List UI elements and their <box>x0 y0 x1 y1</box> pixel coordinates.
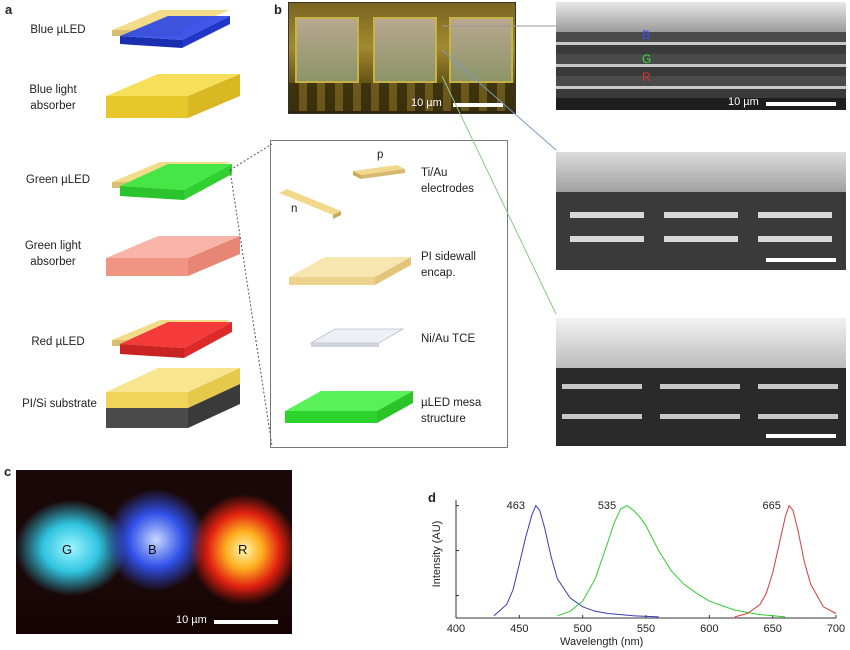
layer-label-green-absorber: Green light absorber <box>24 240 82 268</box>
b-connector-lines <box>441 25 557 315</box>
x-tick-label: 450 <box>510 623 528 635</box>
emission-letter-r: R <box>238 542 248 557</box>
sem-scale-bar-2 <box>766 258 836 262</box>
electrodes-illustration <box>279 165 405 219</box>
emission-photo: G B R 10 µm <box>16 470 292 634</box>
layer-label-green-led: Green µLED <box>25 174 91 186</box>
emission-letter-b: B <box>148 542 157 557</box>
peak-label-665: 665 <box>762 500 780 512</box>
tce-illustration <box>309 328 405 347</box>
emission-letter-g: G <box>62 542 73 557</box>
blue-absorber-layer <box>106 74 240 118</box>
panel-d-label: d <box>428 490 436 505</box>
sem-scale-bar-3 <box>766 434 836 438</box>
series-line-463 <box>493 504 659 618</box>
layer-label-blue-absorber: Blue light absorber <box>29 84 77 112</box>
sem-scale-bar-1 <box>766 102 836 106</box>
sem-scale-label: 10 µm <box>728 96 759 108</box>
optical-micrograph: 10 µm <box>288 2 516 114</box>
sem-image-one-layer <box>556 318 846 446</box>
pi-sidewall-label: PI sidewall encap. <box>421 251 476 279</box>
blue-led-layer <box>112 10 230 48</box>
sem-image-two-layers <box>556 152 846 270</box>
panel-c-label: c <box>4 464 12 479</box>
sem-letter-r: R <box>642 70 651 84</box>
peak-label-535: 535 <box>598 500 616 512</box>
panel-b-label: b <box>274 2 282 17</box>
x-tick-label: 500 <box>573 623 591 635</box>
x-tick-label: 550 <box>637 623 655 635</box>
electrodes-label: Ti/Au electrodes <box>421 167 475 195</box>
layer-stack-illustration <box>106 10 240 428</box>
x-tick-label: 700 <box>827 623 845 635</box>
x-tick-label: 650 <box>763 623 781 635</box>
series-line-535 <box>557 505 786 618</box>
panel-a-label: a <box>5 2 13 17</box>
emission-scale-bar <box>214 620 278 624</box>
x-tick-label: 400 <box>447 623 465 635</box>
mesa-illustration <box>285 391 413 423</box>
x-tick-label: 600 <box>700 623 718 635</box>
sem-image-full-stack: B G R 10 µm <box>556 2 846 110</box>
exploded-view-box: p n Ti/Au electrodes PI sidewall encap. … <box>270 140 508 448</box>
sem-letter-b: B <box>642 28 651 42</box>
green-led-layer <box>112 162 232 200</box>
substrate-layer <box>106 368 240 428</box>
pi-sidewall-illustration <box>289 257 411 285</box>
series-line-665 <box>734 504 837 618</box>
mesa-label: µLED mesa structure <box>421 397 482 425</box>
peak-label-463: 463 <box>507 500 525 512</box>
zoom-connector <box>229 143 273 447</box>
micrograph-scale-bar <box>453 103 503 107</box>
chart-xlabel: Wavelength (nm) <box>560 636 644 648</box>
layer-label-substrate: PI/Si substrate <box>22 398 97 410</box>
p-electrode-label: p <box>377 149 384 161</box>
n-electrode-label: n <box>291 203 298 215</box>
tce-label: Ni/Au TCE <box>421 333 476 345</box>
red-led-layer <box>112 320 232 358</box>
emission-scale-label: 10 µm <box>176 614 207 626</box>
micrograph-scale-label: 10 µm <box>411 97 442 109</box>
layer-label-blue-led: Blue µLED <box>30 24 86 36</box>
green-absorber-layer <box>106 236 240 276</box>
layer-label-red-led: Red µLED <box>31 336 85 348</box>
sem-letter-g: G <box>642 52 652 66</box>
spectrum-chart: 400 450 500 550 600 650 700 463 535 665 <box>447 500 845 635</box>
